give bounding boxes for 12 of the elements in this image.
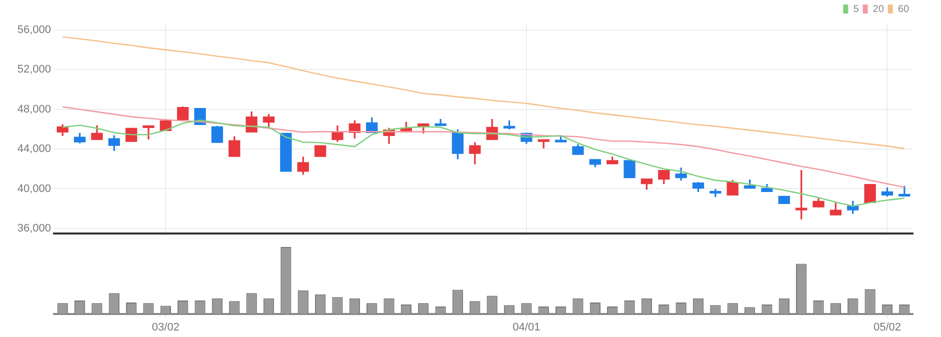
x-tick-label: 04/01: [512, 321, 540, 334]
legend-label: 60: [898, 4, 910, 15]
y-tick-label: 48,000: [17, 103, 51, 116]
y-tick-label: 56,000: [17, 24, 51, 36]
legend-label: 20: [872, 4, 884, 15]
y-tick-label: 36,000: [17, 222, 51, 234]
y-tick-label: 40,000: [17, 182, 51, 195]
y-tick-label: 44,000: [17, 143, 51, 156]
legend-label: 5: [853, 4, 860, 15]
x-tick-label: 03/02: [152, 321, 180, 334]
x-tick-label: 05/02: [873, 321, 901, 334]
y-tick-label: 52,000: [17, 64, 51, 76]
